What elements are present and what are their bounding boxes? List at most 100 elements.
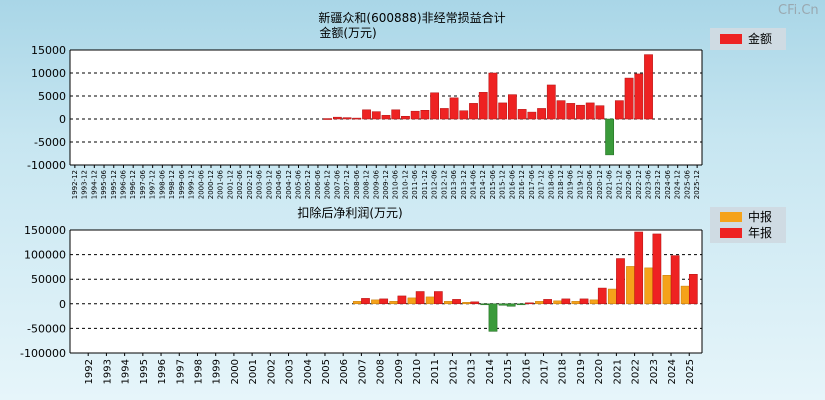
x-tick-label: 2021-12	[615, 170, 623, 199]
x-tick-label: 2020-12	[596, 170, 604, 199]
x-tick-label: 2023-06	[645, 169, 653, 199]
legend-label-amount: 金额	[748, 31, 772, 46]
y-tick-label: 0	[59, 113, 66, 126]
x-tick-label: 2010-06	[392, 169, 400, 199]
y-tick-label: 100000	[24, 249, 66, 262]
bar-amount	[439, 108, 449, 120]
x-tick-label: 2000-06	[197, 169, 205, 199]
x-tick-label: 2013	[467, 359, 478, 384]
x-tick-label: 2016	[521, 359, 532, 384]
x-tick-label: 2015-12	[499, 170, 507, 199]
x-tick-label: 1996	[157, 359, 168, 384]
x-tick-label: 2006-06	[314, 169, 322, 199]
x-tick-label: 2005-12	[304, 170, 312, 199]
x-tick-label: 1997	[175, 359, 186, 384]
x-tick-label: 2023-12	[654, 170, 662, 199]
bar-annual	[525, 302, 534, 305]
bar-annual	[561, 298, 571, 305]
bar-amount	[362, 109, 371, 120]
y-tick-label: -100000	[20, 347, 66, 360]
bar-interim	[407, 297, 417, 305]
bar-amount	[508, 94, 517, 120]
x-tick-label: 2001-06	[217, 169, 225, 199]
x-tick-label: 2020-06	[586, 169, 594, 199]
x-tick-label: 2021-06	[606, 169, 614, 199]
bar-interim	[589, 299, 599, 305]
bottom-plot-panel	[70, 230, 702, 353]
x-tick-label: 2020	[594, 359, 605, 384]
y-tick-label: 15000	[31, 44, 66, 57]
x-tick-label: 2013-06	[450, 169, 458, 199]
top-legend: 金额	[710, 28, 786, 50]
bar-amount	[420, 110, 430, 120]
x-tick-label: 2024-06	[664, 169, 672, 199]
x-tick-label: 1992	[84, 359, 95, 384]
top-chart-title: 新疆众和(600888)非经常损益合计	[318, 10, 505, 25]
x-tick-label: 2023	[649, 359, 660, 384]
x-tick-label: 2006	[339, 359, 350, 384]
bar-interim	[498, 303, 508, 306]
x-tick-label: 2008-12	[363, 170, 371, 199]
x-tick-label: 2011-12	[421, 170, 429, 199]
legend-swatch-annual	[720, 228, 742, 238]
x-tick-label: 2012	[448, 359, 459, 384]
x-tick-label: 2019-06	[567, 169, 575, 199]
x-tick-label: 2005	[321, 359, 332, 384]
x-tick-label: 2011	[430, 359, 441, 384]
x-tick-label: 2003	[285, 359, 296, 384]
bar-annual	[488, 303, 498, 332]
bar-amount	[595, 105, 605, 120]
x-tick-label: 2025-06	[683, 169, 691, 199]
x-tick-label: 2016-06	[508, 169, 516, 199]
bar-amount	[401, 115, 410, 120]
bar-amount	[391, 109, 401, 120]
bar-interim	[516, 303, 526, 306]
y-tick-label: 10000	[31, 67, 66, 80]
bar-amount	[488, 72, 498, 120]
bar-amount	[624, 77, 634, 120]
bar-amount	[469, 103, 478, 120]
x-tick-label: 2018-12	[557, 170, 565, 199]
x-tick-label: 2010-12	[401, 170, 409, 199]
x-tick-label: 1995-12	[110, 170, 118, 199]
bar-interim	[571, 301, 581, 305]
x-tick-label: 1999-06	[178, 169, 186, 199]
x-tick-label: 2008-06	[353, 169, 361, 199]
legend-label-interim: 中报	[748, 209, 772, 224]
bar-annual	[543, 299, 552, 305]
bar-interim	[389, 301, 399, 305]
x-tick-label: 2015	[503, 359, 514, 384]
x-tick-label: 2000-12	[207, 170, 215, 199]
bar-annual	[616, 258, 625, 305]
x-tick-label: 2022-12	[635, 170, 643, 199]
x-tick-label: 2007	[357, 359, 368, 384]
x-tick-label: 2017	[540, 359, 551, 384]
x-tick-label: 1993	[102, 359, 113, 384]
x-tick-label: 1998	[193, 359, 204, 384]
x-tick-label: 2024-12	[674, 170, 682, 199]
bar-amount	[556, 100, 566, 120]
x-tick-label: 1996-06	[119, 169, 127, 199]
bar-amount	[333, 116, 342, 120]
x-tick-label: 1992-12	[71, 170, 79, 199]
x-tick-label: 1998-06	[158, 169, 166, 199]
bar-interim	[680, 285, 690, 305]
top-legend-box	[710, 28, 786, 50]
x-tick-label: 2014-12	[479, 170, 487, 199]
y-tick-label: 5000	[38, 90, 66, 103]
x-tick-label: 1994	[121, 359, 132, 384]
x-tick-label: 1996-12	[129, 170, 137, 199]
x-tick-label: 2002-06	[236, 169, 244, 199]
x-tick-label: 2018-06	[547, 169, 555, 199]
bar-amount	[517, 109, 527, 120]
x-tick-label: 2004-06	[275, 169, 283, 199]
bar-annual	[652, 233, 662, 305]
y-tick-label: -5000	[34, 136, 66, 149]
bar-amount	[342, 117, 352, 120]
bar-interim	[480, 303, 490, 306]
bar-annual	[688, 274, 698, 305]
x-tick-label: 2004	[303, 359, 314, 384]
x-tick-label: 2009-06	[372, 169, 380, 199]
bar-interim	[444, 301, 453, 305]
x-tick-label: 2018	[558, 359, 569, 384]
